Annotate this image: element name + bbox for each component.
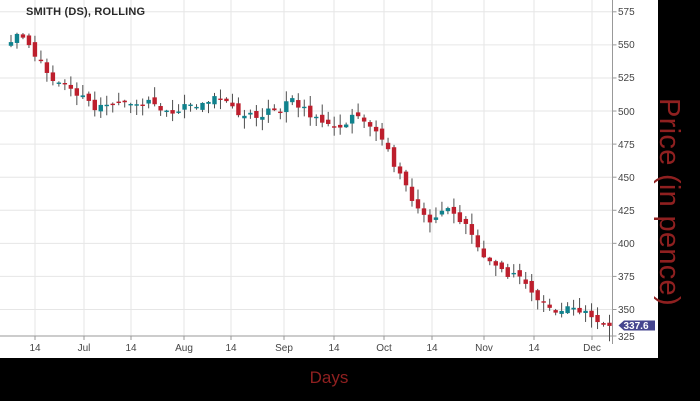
svg-text:14: 14 (225, 343, 237, 354)
svg-text:14: 14 (29, 343, 41, 354)
svg-text:400: 400 (618, 239, 635, 250)
svg-text:Jul: Jul (78, 343, 91, 354)
svg-text:500: 500 (618, 107, 635, 118)
svg-text:425: 425 (618, 206, 635, 217)
svg-text:575: 575 (618, 7, 635, 18)
svg-text:475: 475 (618, 140, 635, 151)
svg-text:375: 375 (618, 272, 635, 283)
svg-text:525: 525 (618, 73, 635, 84)
svg-text:14: 14 (125, 343, 137, 354)
svg-text:14: 14 (328, 343, 340, 354)
svg-text:Oct: Oct (376, 343, 392, 354)
svg-text:Aug: Aug (175, 343, 193, 354)
svg-text:Nov: Nov (475, 343, 493, 354)
svg-text:Dec: Dec (583, 343, 601, 354)
svg-text:350: 350 (618, 305, 635, 316)
svg-text:14: 14 (426, 343, 438, 354)
svg-text:325: 325 (618, 332, 635, 343)
svg-text:14: 14 (528, 343, 540, 354)
svg-text:550: 550 (618, 40, 635, 51)
svg-text:Sep: Sep (275, 343, 293, 354)
svg-text:450: 450 (618, 173, 635, 184)
